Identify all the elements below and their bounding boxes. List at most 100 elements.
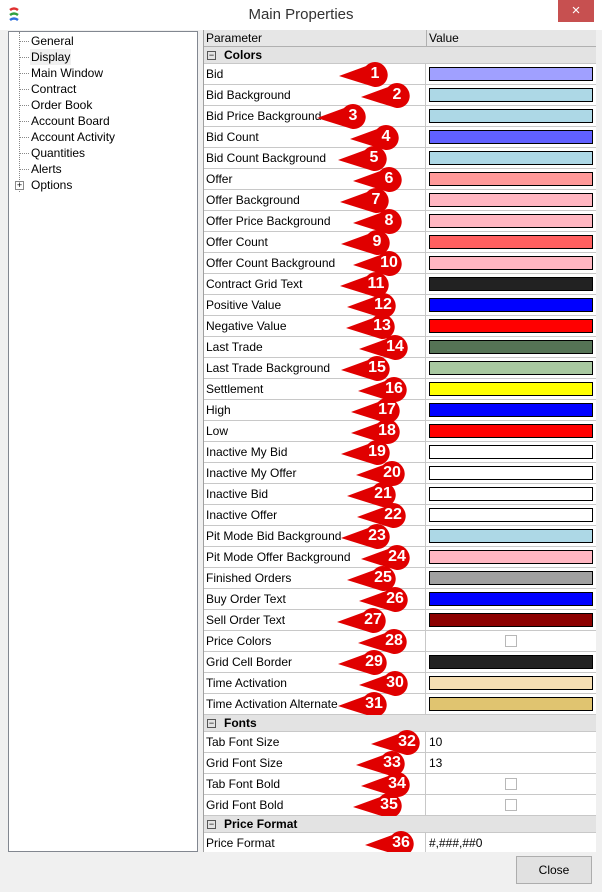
- property-value-cell[interactable]: [427, 547, 596, 567]
- property-row[interactable]: Finished Orders 25: [204, 566, 596, 591]
- property-row[interactable]: Buy Order Text 26: [204, 587, 596, 612]
- property-row[interactable]: Low 18: [204, 419, 596, 444]
- color-swatch[interactable]: [429, 676, 593, 690]
- property-row[interactable]: Negative Value 13: [204, 314, 596, 339]
- column-header-value[interactable]: Value: [427, 30, 596, 47]
- property-row[interactable]: Grid Cell Border 29: [204, 650, 596, 675]
- property-value-cell[interactable]: 10: [427, 732, 596, 752]
- color-swatch[interactable]: [429, 403, 593, 417]
- property-value-cell[interactable]: [427, 400, 596, 420]
- property-value-cell[interactable]: [427, 652, 596, 672]
- color-swatch[interactable]: [429, 361, 593, 375]
- color-swatch[interactable]: [429, 319, 593, 333]
- collapse-icon[interactable]: −: [207, 717, 216, 728]
- category-tree[interactable]: General Display Main Window Contract Order B…: [8, 31, 198, 852]
- property-value-cell[interactable]: [427, 211, 596, 231]
- property-value-cell[interactable]: [427, 232, 596, 252]
- property-value[interactable]: #,###,##0: [429, 836, 483, 850]
- property-row[interactable]: Price Format #,###,##0 36: [204, 831, 596, 852]
- color-swatch[interactable]: [429, 592, 593, 606]
- property-row[interactable]: Offer Price Background 8: [204, 209, 596, 234]
- property-value-cell[interactable]: [427, 795, 596, 815]
- color-swatch[interactable]: [429, 298, 593, 312]
- close-button[interactable]: Close: [516, 856, 592, 884]
- property-value-cell[interactable]: [427, 610, 596, 630]
- property-row[interactable]: Inactive My Bid 19: [204, 440, 596, 465]
- color-swatch[interactable]: [429, 571, 593, 585]
- property-row[interactable]: Inactive My Offer 20: [204, 461, 596, 486]
- color-swatch[interactable]: [429, 550, 593, 564]
- collapse-icon[interactable]: −: [207, 818, 216, 829]
- property-row[interactable]: Grid Font Size 13 33: [204, 751, 596, 776]
- color-swatch[interactable]: [429, 697, 593, 711]
- property-row[interactable]: Offer 6: [204, 167, 596, 192]
- property-value-cell[interactable]: [427, 85, 596, 105]
- property-row[interactable]: Inactive Offer 22: [204, 503, 596, 528]
- group-price-format[interactable]: − Price Format: [204, 816, 596, 833]
- color-swatch[interactable]: [429, 529, 593, 543]
- checkbox[interactable]: [505, 799, 517, 811]
- property-value-cell[interactable]: [427, 526, 596, 546]
- property-row[interactable]: Last Trade 14: [204, 335, 596, 360]
- property-row[interactable]: Last Trade Background 15: [204, 356, 596, 381]
- property-value-cell[interactable]: [427, 631, 596, 651]
- color-swatch[interactable]: [429, 655, 593, 669]
- group-fonts[interactable]: − Fonts: [204, 715, 596, 732]
- color-swatch[interactable]: [429, 214, 593, 228]
- property-value-cell[interactable]: [427, 106, 596, 126]
- property-row[interactable]: Pit Mode Bid Background 23: [204, 524, 596, 549]
- color-swatch[interactable]: [429, 193, 593, 207]
- color-swatch[interactable]: [429, 508, 593, 522]
- property-row[interactable]: Grid Font Bold 35: [204, 793, 596, 818]
- property-value-cell[interactable]: 13: [427, 753, 596, 773]
- color-swatch[interactable]: [429, 487, 593, 501]
- property-row[interactable]: Inactive Bid 21: [204, 482, 596, 507]
- property-row[interactable]: High 17: [204, 398, 596, 423]
- property-value-cell[interactable]: #,###,##0: [427, 833, 596, 852]
- property-value-cell[interactable]: [427, 484, 596, 504]
- color-swatch[interactable]: [429, 466, 593, 480]
- property-value-cell[interactable]: [427, 358, 596, 378]
- column-header-parameter[interactable]: Parameter: [204, 30, 427, 47]
- property-row[interactable]: Bid 1: [204, 62, 596, 87]
- property-value-cell[interactable]: [427, 169, 596, 189]
- property-value-cell[interactable]: [427, 463, 596, 483]
- property-row[interactable]: Bid Background 2: [204, 83, 596, 108]
- property-value-cell[interactable]: [427, 64, 596, 84]
- property-row[interactable]: Settlement 16: [204, 377, 596, 402]
- property-value-cell[interactable]: [427, 253, 596, 273]
- group-colors[interactable]: − Colors: [204, 47, 596, 64]
- color-swatch[interactable]: [429, 340, 593, 354]
- property-row[interactable]: Contract Grid Text 11: [204, 272, 596, 297]
- property-row[interactable]: Offer Count 9: [204, 230, 596, 255]
- property-grid[interactable]: Parameter Value − Colors Bid 1 Bid Backgroun…: [203, 30, 596, 852]
- property-value-cell[interactable]: [427, 274, 596, 294]
- property-value-cell[interactable]: [427, 442, 596, 462]
- color-swatch[interactable]: [429, 235, 593, 249]
- property-value-cell[interactable]: [427, 337, 596, 357]
- property-value-cell[interactable]: [427, 295, 596, 315]
- property-value[interactable]: 13: [429, 756, 443, 770]
- property-value-cell[interactable]: [427, 190, 596, 210]
- property-row[interactable]: Offer Background 7: [204, 188, 596, 213]
- color-swatch[interactable]: [429, 256, 593, 270]
- property-row[interactable]: Bid Count Background 5: [204, 146, 596, 171]
- checkbox[interactable]: [505, 778, 517, 790]
- color-swatch[interactable]: [429, 109, 593, 123]
- property-row[interactable]: Time Activation 30: [204, 671, 596, 696]
- property-row[interactable]: Offer Count Background 10: [204, 251, 596, 276]
- property-value-cell[interactable]: [427, 127, 596, 147]
- color-swatch[interactable]: [429, 151, 593, 165]
- color-swatch[interactable]: [429, 67, 593, 81]
- property-row[interactable]: Price Colors 28: [204, 629, 596, 654]
- expand-icon[interactable]: +: [15, 180, 24, 190]
- close-window-button[interactable]: ×: [558, 0, 594, 22]
- property-row[interactable]: Bid Count 4: [204, 125, 596, 150]
- property-row[interactable]: Pit Mode Offer Background 24: [204, 545, 596, 570]
- property-value-cell[interactable]: [427, 568, 596, 588]
- color-swatch[interactable]: [429, 172, 593, 186]
- color-swatch[interactable]: [429, 382, 593, 396]
- property-value-cell[interactable]: [427, 673, 596, 693]
- property-row[interactable]: Tab Font Size 10 32: [204, 730, 596, 755]
- color-swatch[interactable]: [429, 130, 593, 144]
